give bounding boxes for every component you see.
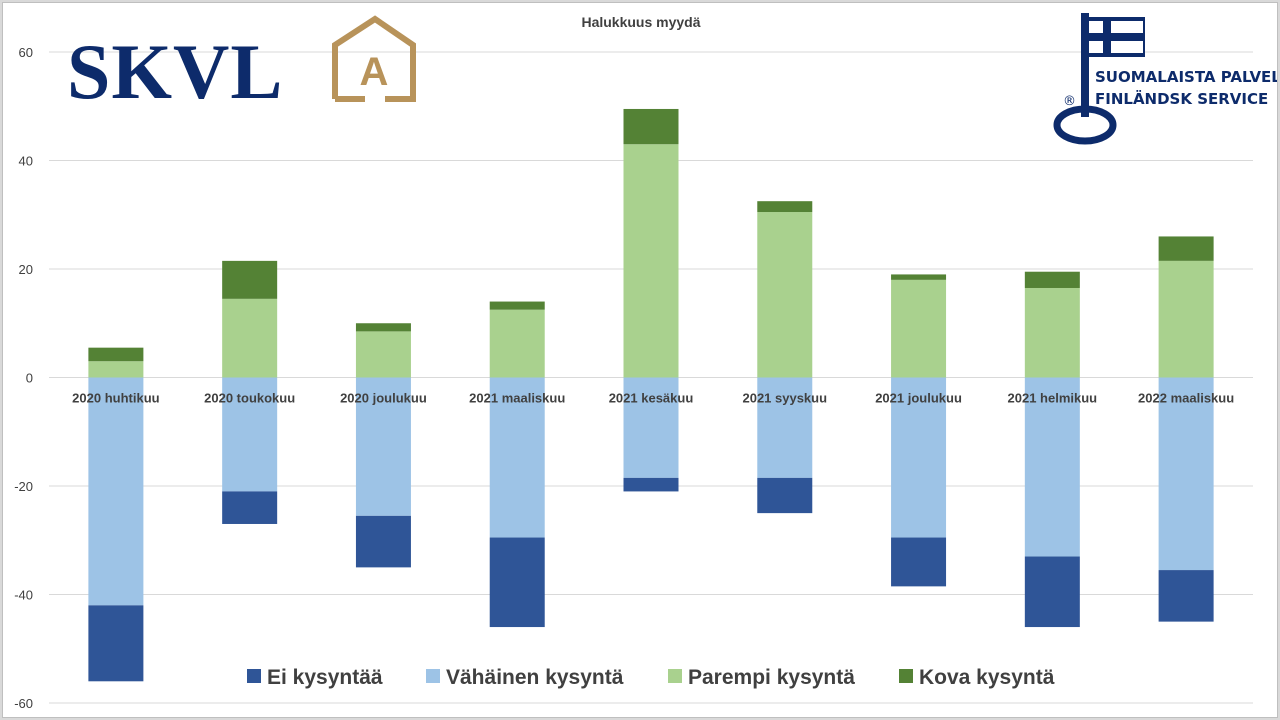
bars (88, 108, 1214, 682)
legend-swatch-parempi (668, 669, 682, 683)
bar-vahainen-2 (355, 377, 411, 516)
x-category-label: 2021 kesäkuu (609, 391, 694, 406)
bar-vahainen-8 (1158, 377, 1214, 571)
bar-ei-1 (222, 491, 278, 524)
y-tick-label: 20 (19, 262, 33, 277)
bar-kova-7 (1024, 271, 1080, 288)
bar-parempi-2 (355, 331, 411, 378)
bar-parempi-4 (623, 144, 679, 378)
legend-label-vahainen: Vähäinen kysyntä (446, 666, 624, 689)
legend-label-parempi: Parempi kysyntä (688, 666, 855, 689)
bar-kova-1 (222, 260, 278, 299)
skvl-logo-text: SKVL (67, 28, 283, 115)
bar-vahainen-7 (1024, 377, 1080, 557)
y-tick-label: -20 (14, 479, 33, 494)
bar-vahainen-1 (222, 377, 278, 492)
x-category-label: 2021 syyskuu (742, 391, 827, 406)
y-axis-ticks: -60 -40 -20 0 20 40 60 (14, 45, 33, 711)
bar-parempi-8 (1158, 260, 1214, 378)
bar-kova-8 (1158, 236, 1214, 261)
legend-swatch-vahainen (426, 669, 440, 683)
bar-ei-6 (891, 537, 947, 587)
bar-vahainen-6 (891, 377, 947, 538)
bar-kova-2 (355, 323, 411, 332)
x-category-label: 2020 huhtikuu (72, 391, 159, 406)
bar-kova-4 (623, 108, 679, 145)
y-tick-label: -60 (14, 696, 33, 711)
stacked-bar-chart: -60 -40 -20 0 20 40 60 2020 huhtikuu 2020 touko… (14, 13, 1277, 711)
bar-ei-2 (355, 515, 411, 568)
finnish-service-key-logo: SUOMALAISTA PALVELUA FINLÄNDSK SERVICE ® (1053, 13, 1277, 145)
bar-ei-0 (88, 605, 144, 682)
x-category-label: 2021 maaliskuu (469, 391, 565, 406)
registered-mark: ® (1063, 94, 1076, 109)
legend-swatch-ei (247, 669, 261, 683)
y-tick-label: 0 (26, 371, 33, 386)
key-logo-line1: SUOMALAISTA PALVELUA (1095, 68, 1277, 86)
bar-vahainen-4 (623, 377, 679, 478)
bar-kova-3 (489, 301, 545, 310)
bar-parempi-3 (489, 309, 545, 378)
skvl-logo: SKVL A (67, 15, 416, 115)
bar-ei-8 (1158, 570, 1214, 622)
y-tick-label: 60 (19, 45, 33, 60)
legend-swatch-kova (899, 669, 913, 683)
x-category-label: 2020 toukokuu (204, 391, 295, 406)
bar-parempi-0 (88, 361, 144, 378)
bar-ei-3 (489, 537, 545, 628)
bar-kova-0 (88, 347, 144, 362)
x-axis-labels: 2020 huhtikuu 2020 toukokuu 2020 joulukuu 2… (72, 391, 1234, 406)
skvl-emblem-letter: A (360, 50, 389, 94)
bar-kova-6 (891, 274, 947, 280)
legend-label-ei: Ei kysyntää (267, 666, 383, 689)
key-shaft-icon (1081, 13, 1089, 117)
x-category-label: 2022 maaliskuu (1138, 391, 1234, 406)
key-logo-line2: FINLÄNDSK SERVICE (1095, 89, 1268, 108)
bar-parempi-1 (222, 298, 278, 378)
bar-vahainen-0 (88, 377, 144, 606)
bar-ei-7 (1024, 556, 1080, 628)
bar-vahainen-5 (757, 377, 813, 478)
bar-ei-5 (757, 477, 813, 514)
house-emblem-icon (332, 15, 416, 102)
x-category-label: 2021 helmikuu (1008, 391, 1098, 406)
bar-vahainen-3 (489, 377, 545, 538)
bar-parempi-6 (891, 279, 947, 378)
x-category-label: 2021 joulukuu (875, 391, 962, 406)
bar-parempi-5 (757, 212, 813, 378)
bar-ei-4 (623, 477, 679, 492)
legend: Ei kysyntää Vähäinen kysyntä Parempi kysyn… (247, 666, 1055, 689)
bar-kova-5 (757, 201, 813, 213)
y-tick-label: -40 (14, 588, 33, 603)
chart-title: Halukkuus myydä (581, 14, 700, 30)
y-tick-label: 40 (19, 154, 33, 169)
x-category-label: 2020 joulukuu (340, 391, 427, 406)
legend-label-kova: Kova kysyntä (919, 666, 1055, 689)
bar-parempi-7 (1024, 287, 1080, 378)
key-ring-icon (1053, 105, 1117, 145)
